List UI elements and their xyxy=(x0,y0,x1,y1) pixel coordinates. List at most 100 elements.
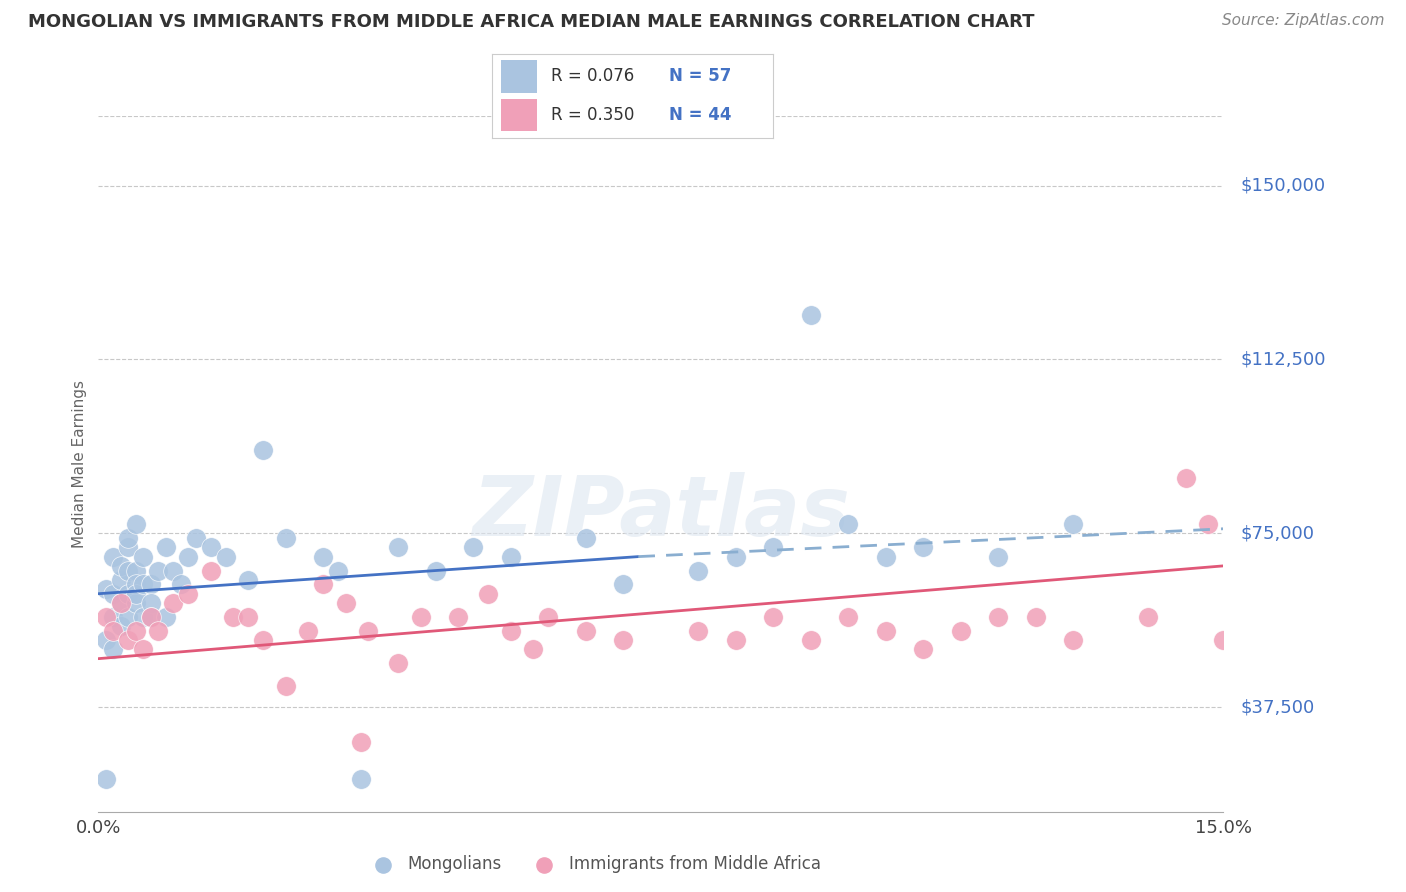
Point xyxy=(357,624,380,638)
Point xyxy=(162,564,184,578)
Y-axis label: Median Male Earnings: Median Male Earnings xyxy=(72,380,87,548)
Text: N = 57: N = 57 xyxy=(669,68,731,86)
Point xyxy=(125,596,148,610)
Text: $150,000: $150,000 xyxy=(1240,177,1326,194)
Point xyxy=(238,573,260,587)
Point xyxy=(1025,610,1047,624)
Point xyxy=(800,633,823,648)
Point xyxy=(987,549,1010,564)
Point xyxy=(537,610,560,624)
Point xyxy=(148,624,170,638)
Point xyxy=(110,596,132,610)
Point xyxy=(94,772,117,787)
Point xyxy=(1212,633,1234,648)
Point xyxy=(912,642,935,657)
Point xyxy=(463,541,485,555)
Point xyxy=(110,573,132,587)
Point xyxy=(177,549,200,564)
Point xyxy=(139,610,162,624)
Point xyxy=(94,582,117,596)
Point xyxy=(912,541,935,555)
Point xyxy=(139,577,162,591)
Point xyxy=(949,624,972,638)
Point xyxy=(274,680,297,694)
Point xyxy=(724,633,747,648)
Text: $112,500: $112,500 xyxy=(1240,351,1326,368)
Point xyxy=(328,564,350,578)
Point xyxy=(252,442,274,457)
Point xyxy=(148,564,170,578)
Point xyxy=(170,577,193,591)
Text: N = 44: N = 44 xyxy=(669,106,731,124)
Text: Source: ZipAtlas.com: Source: ZipAtlas.com xyxy=(1222,13,1385,29)
Point xyxy=(132,610,155,624)
Point xyxy=(125,577,148,591)
Point xyxy=(409,610,432,624)
Point xyxy=(117,633,139,648)
Point xyxy=(110,596,132,610)
Point xyxy=(103,624,125,638)
Point xyxy=(350,735,373,749)
Point xyxy=(575,531,598,545)
Point xyxy=(103,610,125,624)
Text: R = 0.076: R = 0.076 xyxy=(551,68,634,86)
Point xyxy=(724,549,747,564)
Point xyxy=(117,541,139,555)
Bar xyxy=(501,61,537,93)
Point xyxy=(987,610,1010,624)
Point xyxy=(155,541,177,555)
Point xyxy=(125,564,148,578)
Legend: Mongolians, Immigrants from Middle Africa: Mongolians, Immigrants from Middle Afric… xyxy=(360,848,827,880)
Point xyxy=(184,531,207,545)
Text: $37,500: $37,500 xyxy=(1240,698,1315,716)
Point xyxy=(1174,471,1197,485)
Point xyxy=(139,610,162,624)
Text: R = 0.350: R = 0.350 xyxy=(551,106,634,124)
Point xyxy=(447,610,470,624)
Point xyxy=(312,549,335,564)
Point xyxy=(274,531,297,545)
Point xyxy=(688,624,710,638)
Point xyxy=(688,564,710,578)
Point xyxy=(350,772,373,787)
Point xyxy=(103,549,125,564)
Point xyxy=(837,517,859,532)
Point xyxy=(612,577,634,591)
Point xyxy=(132,549,155,564)
Point xyxy=(425,564,447,578)
Point xyxy=(762,610,785,624)
Point xyxy=(387,541,409,555)
Point xyxy=(110,619,132,633)
Point xyxy=(162,596,184,610)
Point xyxy=(200,564,222,578)
Point xyxy=(837,610,859,624)
Point xyxy=(499,549,522,564)
Point xyxy=(132,642,155,657)
Point xyxy=(117,587,139,601)
Point xyxy=(117,610,139,624)
Point xyxy=(238,610,260,624)
Point xyxy=(215,549,238,564)
Point xyxy=(1062,517,1084,532)
Point xyxy=(1137,610,1160,624)
Point xyxy=(139,596,162,610)
Point xyxy=(800,309,823,323)
Point xyxy=(132,577,155,591)
Point xyxy=(200,541,222,555)
Point xyxy=(335,596,357,610)
Point xyxy=(762,541,785,555)
Point xyxy=(125,587,148,601)
Point xyxy=(94,610,117,624)
Point xyxy=(103,642,125,657)
Text: MONGOLIAN VS IMMIGRANTS FROM MIDDLE AFRICA MEDIAN MALE EARNINGS CORRELATION CHAR: MONGOLIAN VS IMMIGRANTS FROM MIDDLE AFRI… xyxy=(28,13,1035,31)
Point xyxy=(110,558,132,573)
Point xyxy=(477,587,499,601)
Point xyxy=(499,624,522,638)
Point xyxy=(875,549,897,564)
Text: ZIPatlas: ZIPatlas xyxy=(472,472,849,553)
Point xyxy=(125,624,148,638)
Text: $75,000: $75,000 xyxy=(1240,524,1315,542)
Bar xyxy=(501,99,537,131)
Point xyxy=(297,624,319,638)
Point xyxy=(875,624,897,638)
